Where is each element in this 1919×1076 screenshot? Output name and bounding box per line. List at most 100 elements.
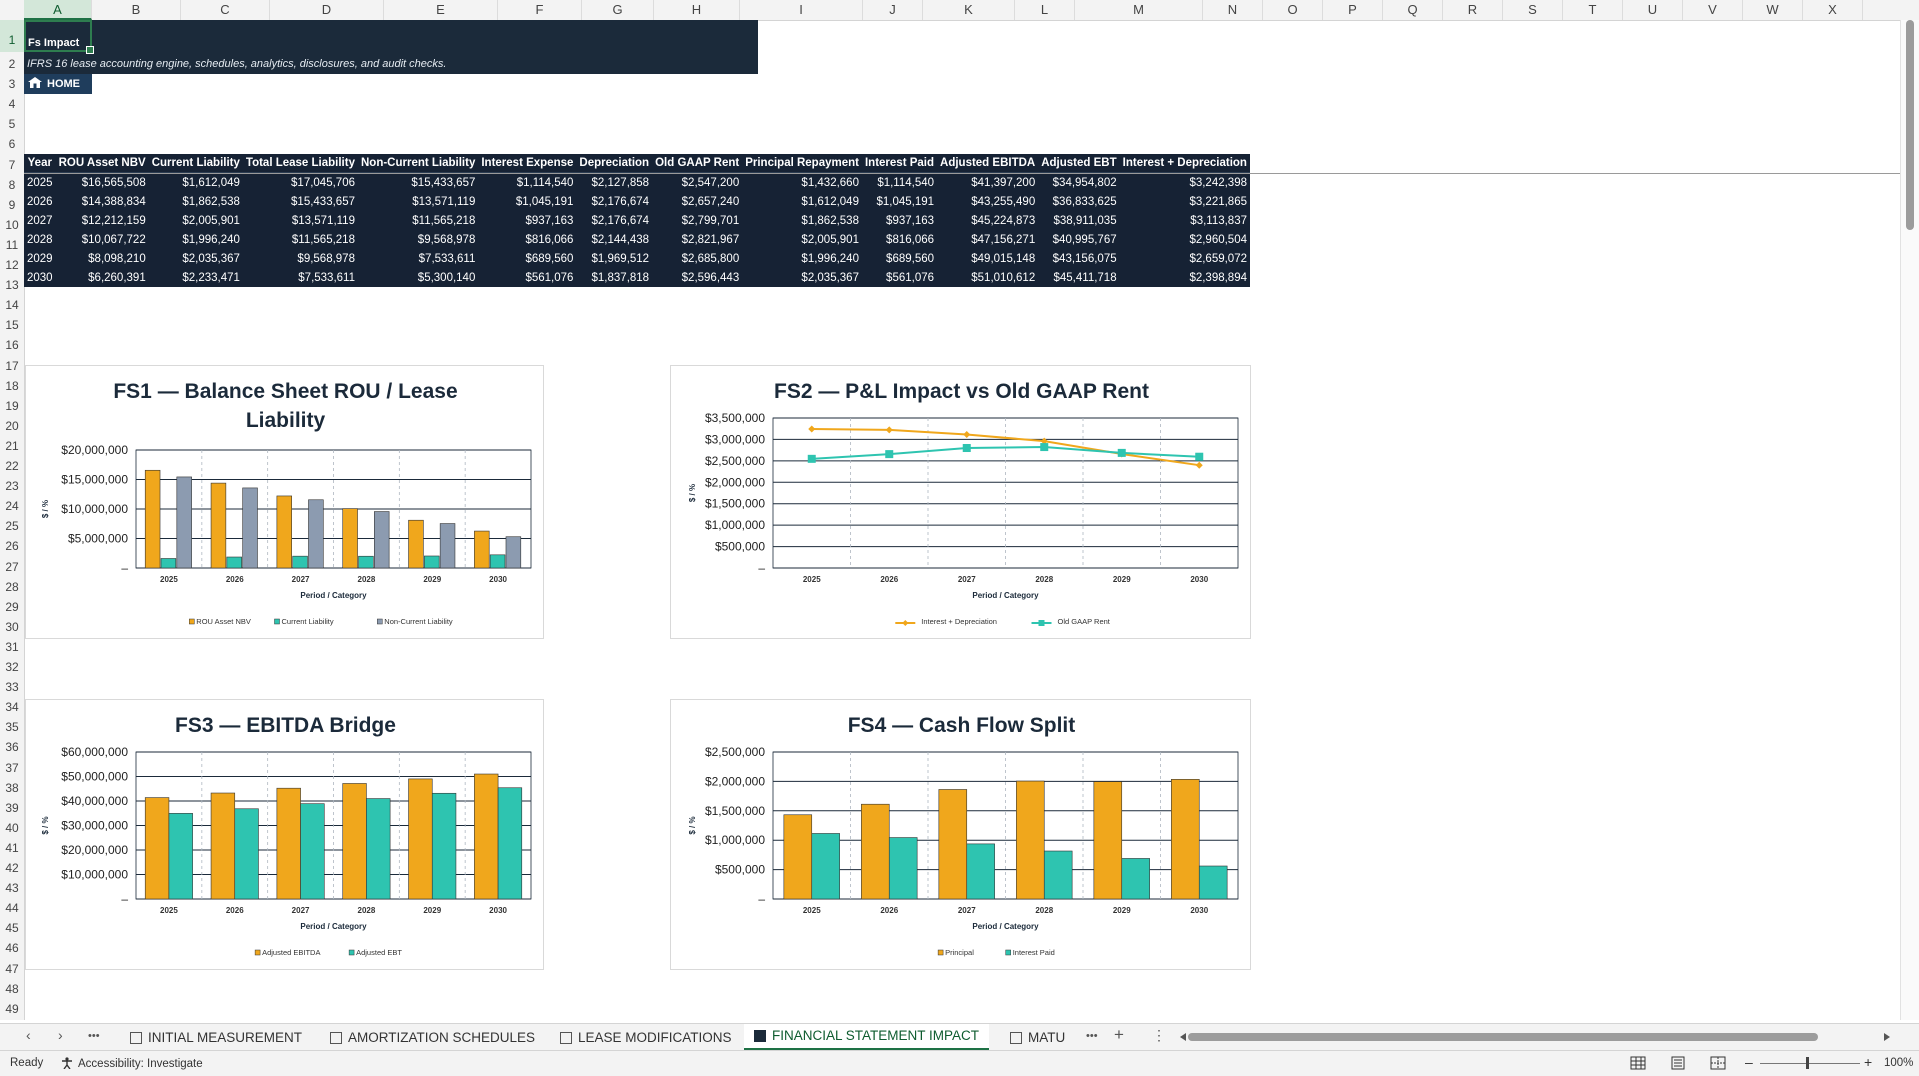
chart-fs1-balance-sheet[interactable]: FS1 — Balance Sheet ROU / Lease Liability…: [25, 365, 544, 639]
table-cell[interactable]: $15,433,657: [291, 195, 355, 208]
row-header-41[interactable]: 41: [5, 840, 19, 855]
table-cell[interactable]: $1,612,049: [801, 195, 859, 208]
table-cell[interactable]: $43,255,490: [971, 195, 1036, 208]
sheet-tab[interactable]: LEASE MODIFICATIONS: [550, 1024, 742, 1051]
table-cell[interactable]: $11,565,218: [412, 214, 476, 227]
point-marker[interactable]: [807, 454, 816, 463]
row-header-13[interactable]: 13: [5, 278, 19, 293]
table-cell[interactable]: $7,533,611: [418, 252, 476, 265]
row-header-9[interactable]: 9: [8, 197, 16, 212]
row-header-20[interactable]: 20: [5, 418, 19, 433]
table-cell[interactable]: $9,568,978: [417, 233, 476, 246]
point-marker[interactable]: [1195, 452, 1204, 461]
sheet-tab[interactable]: MATU: [1000, 1024, 1075, 1051]
row-header-6[interactable]: 6: [8, 137, 16, 152]
table-cell[interactable]: $45,224,873: [971, 214, 1036, 227]
table-cell[interactable]: $2,176,674: [591, 214, 650, 227]
row-header-45[interactable]: 45: [5, 921, 19, 936]
table-cell[interactable]: $2,960,504: [1189, 233, 1247, 246]
bar-rou-asset-nbv[interactable]: [408, 519, 424, 569]
tab-prev-button[interactable]: ‹: [26, 1027, 31, 1043]
row-header-5[interactable]: 5: [8, 117, 16, 132]
table-cell[interactable]: $16,565,508: [81, 176, 146, 189]
row-header-46[interactable]: 46: [5, 941, 19, 956]
table-cell[interactable]: $51,010,612: [971, 271, 1036, 284]
column-header-x[interactable]: X: [1803, 0, 1863, 20]
table-cell[interactable]: $2,659,072: [1189, 252, 1247, 265]
table-cell[interactable]: $12,212,159: [81, 214, 146, 227]
table-cell[interactable]: $937,163: [525, 214, 574, 227]
row-header-17[interactable]: 17: [5, 358, 19, 373]
table-cell[interactable]: $14,388,834: [81, 195, 146, 208]
table-cell[interactable]: $1,862,538: [182, 195, 240, 208]
table-cell[interactable]: $34,954,802: [1052, 176, 1117, 189]
bar-non-current-liability[interactable]: [439, 523, 456, 569]
row-header-40[interactable]: 40: [5, 820, 19, 835]
table-cell[interactable]: $9,568,978: [297, 252, 355, 265]
table-cell[interactable]: 2028: [27, 233, 53, 246]
column-header-s[interactable]: S: [1503, 0, 1563, 20]
table-cell[interactable]: $2,821,967: [681, 233, 740, 246]
tab-overflow-button[interactable]: •••: [1086, 1030, 1098, 1042]
column-header-e[interactable]: E: [384, 0, 498, 20]
bar-adjusted-ebt[interactable]: [300, 803, 325, 900]
bar-interest-paid[interactable]: [1043, 850, 1073, 900]
column-header-j[interactable]: J: [863, 0, 923, 20]
bar-rou-asset-nbv[interactable]: [474, 530, 490, 569]
bar-interest-paid[interactable]: [1198, 865, 1228, 900]
table-header-cell[interactable]: Year: [24, 154, 56, 173]
normal-view-icon[interactable]: [1630, 1056, 1646, 1070]
active-cell-a1[interactable]: Fs Impact: [24, 20, 94, 54]
worksheet-grid[interactable]: Fs Impact IFRS 16 lease accounting engin…: [24, 20, 1900, 1020]
line-old-gaap-rent[interactable]: [811, 446, 1200, 460]
table-cell[interactable]: $1,114,540: [877, 176, 935, 189]
row-header-1[interactable]: 1: [0, 20, 24, 52]
bar-interest-paid[interactable]: [1121, 858, 1150, 900]
table-cell[interactable]: $47,156,271: [971, 233, 1036, 246]
row-header-48[interactable]: 48: [5, 981, 19, 996]
table-cell[interactable]: $1,612,049: [182, 176, 240, 189]
bar-current-liability[interactable]: [226, 556, 242, 569]
row-header-29[interactable]: 29: [5, 599, 19, 614]
table-cell[interactable]: $2,144,438: [591, 233, 650, 246]
column-header-u[interactable]: U: [1623, 0, 1683, 20]
table-cell[interactable]: $2,005,901: [182, 214, 240, 227]
bar-current-liability[interactable]: [292, 555, 308, 569]
table-cell[interactable]: 2030: [27, 271, 53, 284]
row-header-31[interactable]: 31: [5, 639, 19, 654]
bar-adjusted-ebt[interactable]: [234, 808, 259, 900]
table-cell[interactable]: $2,127,858: [591, 176, 650, 189]
table-cell[interactable]: $2,176,674: [591, 195, 650, 208]
table-cell[interactable]: $561,076: [886, 271, 935, 284]
table-cell[interactable]: $7,533,611: [298, 271, 355, 284]
row-header-18[interactable]: 18: [5, 378, 19, 393]
table-cell[interactable]: $561,076: [525, 271, 574, 284]
bar-current-liability[interactable]: [160, 558, 177, 569]
column-header-d[interactable]: D: [270, 0, 384, 20]
row-header-44[interactable]: 44: [5, 901, 19, 916]
bar-non-current-liability[interactable]: [374, 511, 390, 569]
tab-options-button[interactable]: ⋮: [1152, 1027, 1166, 1043]
table-header-cell[interactable]: Adjusted EBT: [1038, 154, 1120, 173]
column-header-t[interactable]: T: [1563, 0, 1623, 20]
bar-rou-asset-nbv[interactable]: [144, 469, 161, 569]
table-cell[interactable]: $11,565,218: [291, 233, 355, 246]
table-cell[interactable]: $17,045,706: [291, 176, 355, 189]
column-header-p[interactable]: P: [1323, 0, 1383, 20]
table-cell[interactable]: $2,398,894: [1189, 271, 1247, 284]
table-cell[interactable]: $8,098,210: [88, 252, 146, 265]
row-header-3[interactable]: 3: [8, 77, 16, 92]
row-header-25[interactable]: 25: [5, 519, 19, 534]
accessibility-status[interactable]: Accessibility: Investigate: [60, 1057, 203, 1070]
column-header-r[interactable]: R: [1443, 0, 1503, 20]
add-sheet-button[interactable]: +: [1114, 1025, 1124, 1044]
table-cell[interactable]: $2,596,443: [681, 271, 740, 284]
row-header-39[interactable]: 39: [5, 800, 19, 815]
row-header-36[interactable]: 36: [5, 740, 19, 755]
table-cell[interactable]: $2,799,701: [681, 214, 740, 227]
row-header-38[interactable]: 38: [5, 780, 19, 795]
table-cell[interactable]: 2025: [27, 176, 53, 189]
table-cell[interactable]: $937,163: [886, 214, 935, 227]
zoom-slider-thumb[interactable]: [1806, 1057, 1809, 1069]
bar-rou-asset-nbv[interactable]: [276, 495, 292, 569]
